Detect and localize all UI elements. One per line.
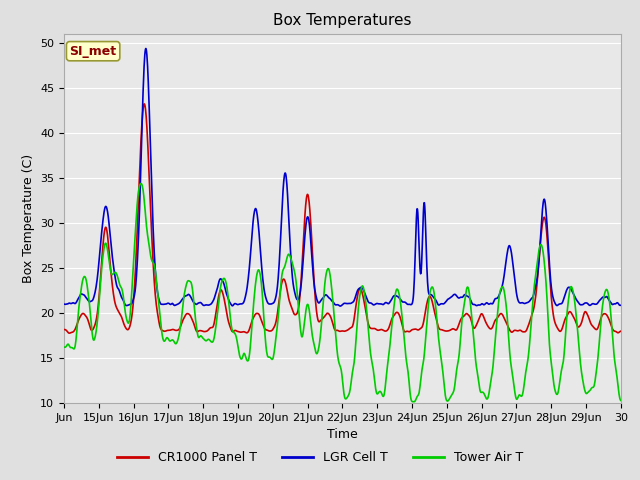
Tower Air T <box>70 346 78 351</box>
CR1000 Panel T <box>161 328 168 334</box>
LGR Cell T <box>160 301 168 307</box>
Y-axis label: Box Temperature (C): Box Temperature (C) <box>22 154 35 283</box>
CR1000 Panel T <box>60 326 68 332</box>
Tower Air T <box>137 180 145 186</box>
LGR Cell T <box>70 300 78 306</box>
Line: LGR Cell T: LGR Cell T <box>64 48 621 306</box>
LGR Cell T <box>336 303 344 309</box>
Line: CR1000 Panel T: CR1000 Panel T <box>64 104 621 333</box>
CR1000 Panel T <box>346 326 353 332</box>
LGR Cell T <box>346 300 353 306</box>
CR1000 Panel T <box>71 327 79 333</box>
Tower Air T <box>346 391 353 396</box>
Text: SI_met: SI_met <box>70 45 116 58</box>
Tower Air T <box>582 390 589 396</box>
Title: Box Temperatures: Box Temperatures <box>273 13 412 28</box>
Tower Air T <box>617 397 625 403</box>
Tower Air T <box>410 399 418 405</box>
Tower Air T <box>60 344 68 350</box>
LGR Cell T <box>60 301 68 307</box>
CR1000 Panel T <box>445 328 452 334</box>
CR1000 Panel T <box>312 308 320 313</box>
LGR Cell T <box>582 300 589 306</box>
Tower Air T <box>445 397 452 403</box>
LGR Cell T <box>312 294 320 300</box>
Tower Air T <box>160 338 168 344</box>
CR1000 Panel T <box>65 330 73 336</box>
Tower Air T <box>312 350 320 356</box>
CR1000 Panel T <box>582 309 589 314</box>
Line: Tower Air T: Tower Air T <box>64 183 621 402</box>
CR1000 Panel T <box>141 101 148 107</box>
LGR Cell T <box>142 46 150 51</box>
LGR Cell T <box>445 296 452 302</box>
LGR Cell T <box>617 302 625 308</box>
X-axis label: Time: Time <box>327 429 358 442</box>
Legend: CR1000 Panel T, LGR Cell T, Tower Air T: CR1000 Panel T, LGR Cell T, Tower Air T <box>111 446 529 469</box>
CR1000 Panel T <box>617 328 625 334</box>
